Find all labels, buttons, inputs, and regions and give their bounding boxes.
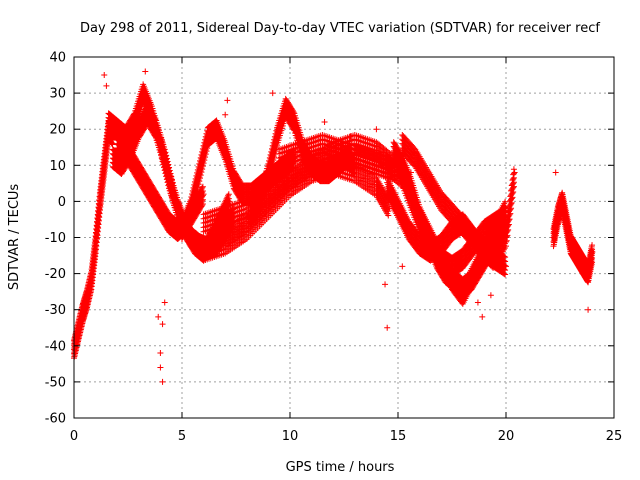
- data-points: [71, 68, 596, 385]
- chart-title: Day 298 of 2011, Sidereal Day-to-day VTE…: [80, 21, 600, 36]
- x-axis-label: GPS time / hours: [286, 460, 395, 475]
- y-axis-label: SDTVAR / TECUs: [7, 184, 22, 291]
